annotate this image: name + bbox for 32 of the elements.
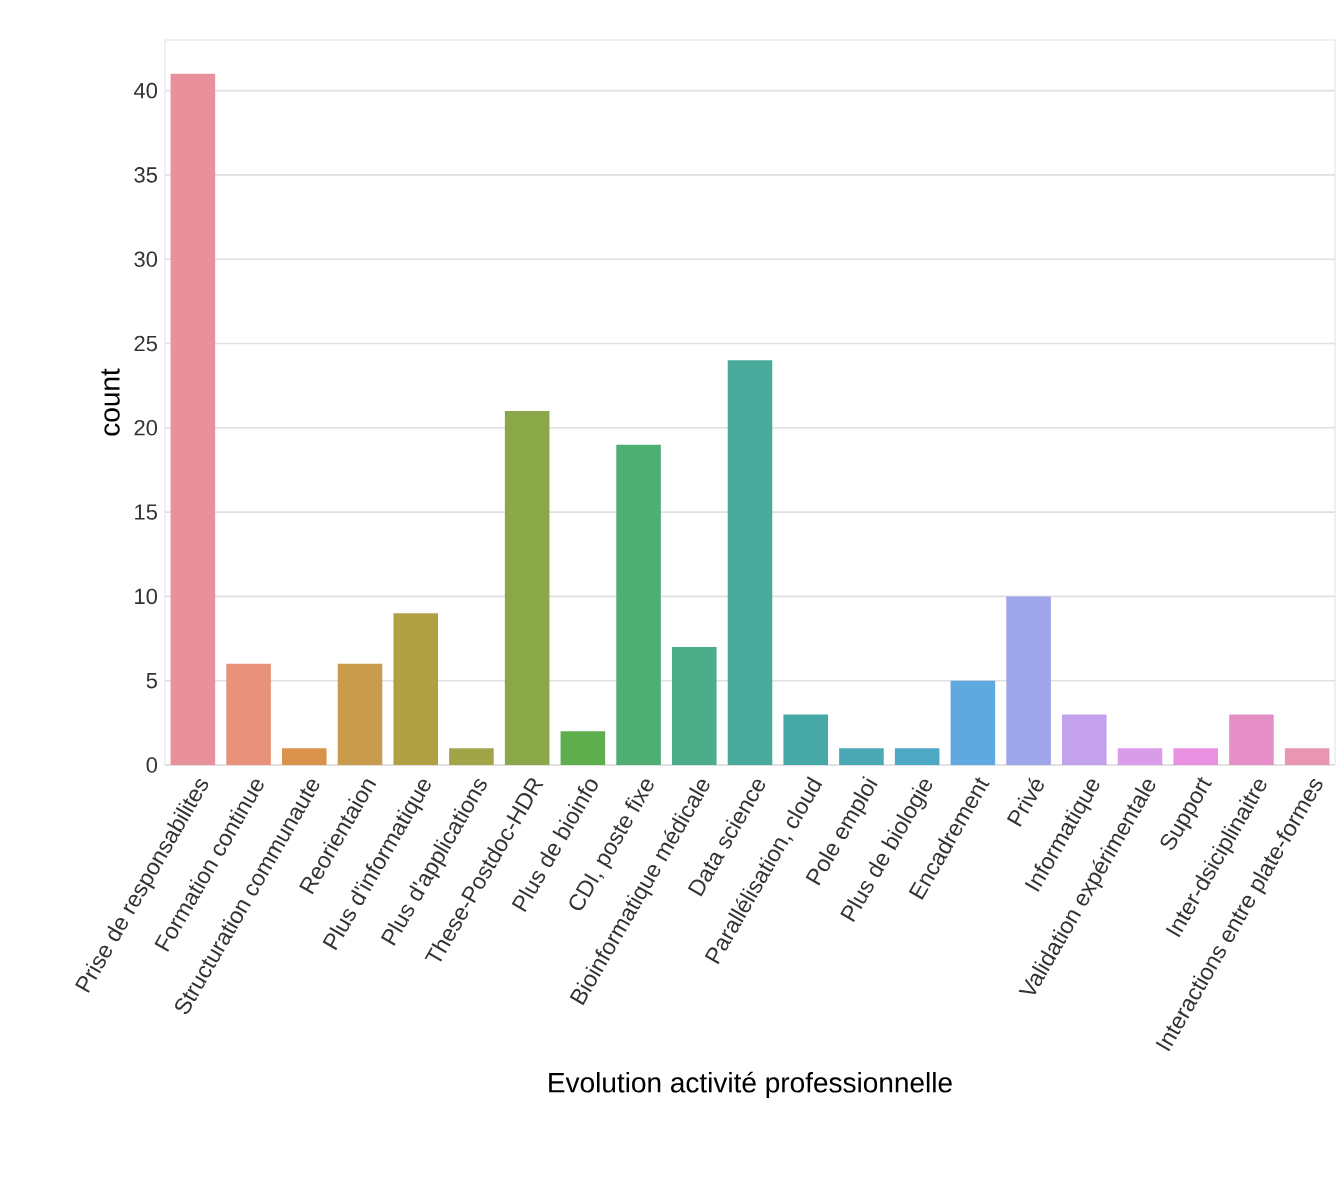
bar — [1173, 748, 1219, 765]
y-tick-label: 25 — [134, 335, 157, 352]
y-tick-label: 15 — [135, 504, 157, 520]
bar — [950, 680, 996, 765]
y-tick-label: 35 — [134, 167, 157, 183]
bar — [783, 714, 829, 765]
bar — [504, 410, 550, 765]
y-tick-label: 10 — [135, 588, 158, 605]
bar — [672, 646, 717, 765]
bar — [449, 748, 494, 765]
y-axis-title: count — [101, 368, 120, 436]
bar — [282, 748, 327, 765]
y-tick-label: 0 — [146, 757, 158, 773]
bar — [1117, 748, 1163, 765]
x-axis-title: Evolution activité professionnelle — [549, 1071, 952, 1099]
bar — [393, 613, 439, 765]
bar — [839, 748, 884, 765]
bar — [1229, 714, 1274, 765]
bar — [1006, 596, 1051, 765]
bar — [560, 731, 606, 765]
bar — [170, 73, 216, 765]
y-tick-label: 30 — [134, 251, 158, 267]
bar — [226, 663, 271, 765]
bar — [337, 663, 383, 765]
y-tick-label: 5 — [146, 673, 157, 689]
bar — [616, 444, 661, 765]
bar — [894, 748, 940, 765]
bar — [727, 360, 773, 765]
y-tick-label: 40 — [133, 82, 158, 99]
bar — [1284, 748, 1330, 765]
bar — [1062, 714, 1107, 765]
y-tick-label: 20 — [134, 420, 158, 436]
